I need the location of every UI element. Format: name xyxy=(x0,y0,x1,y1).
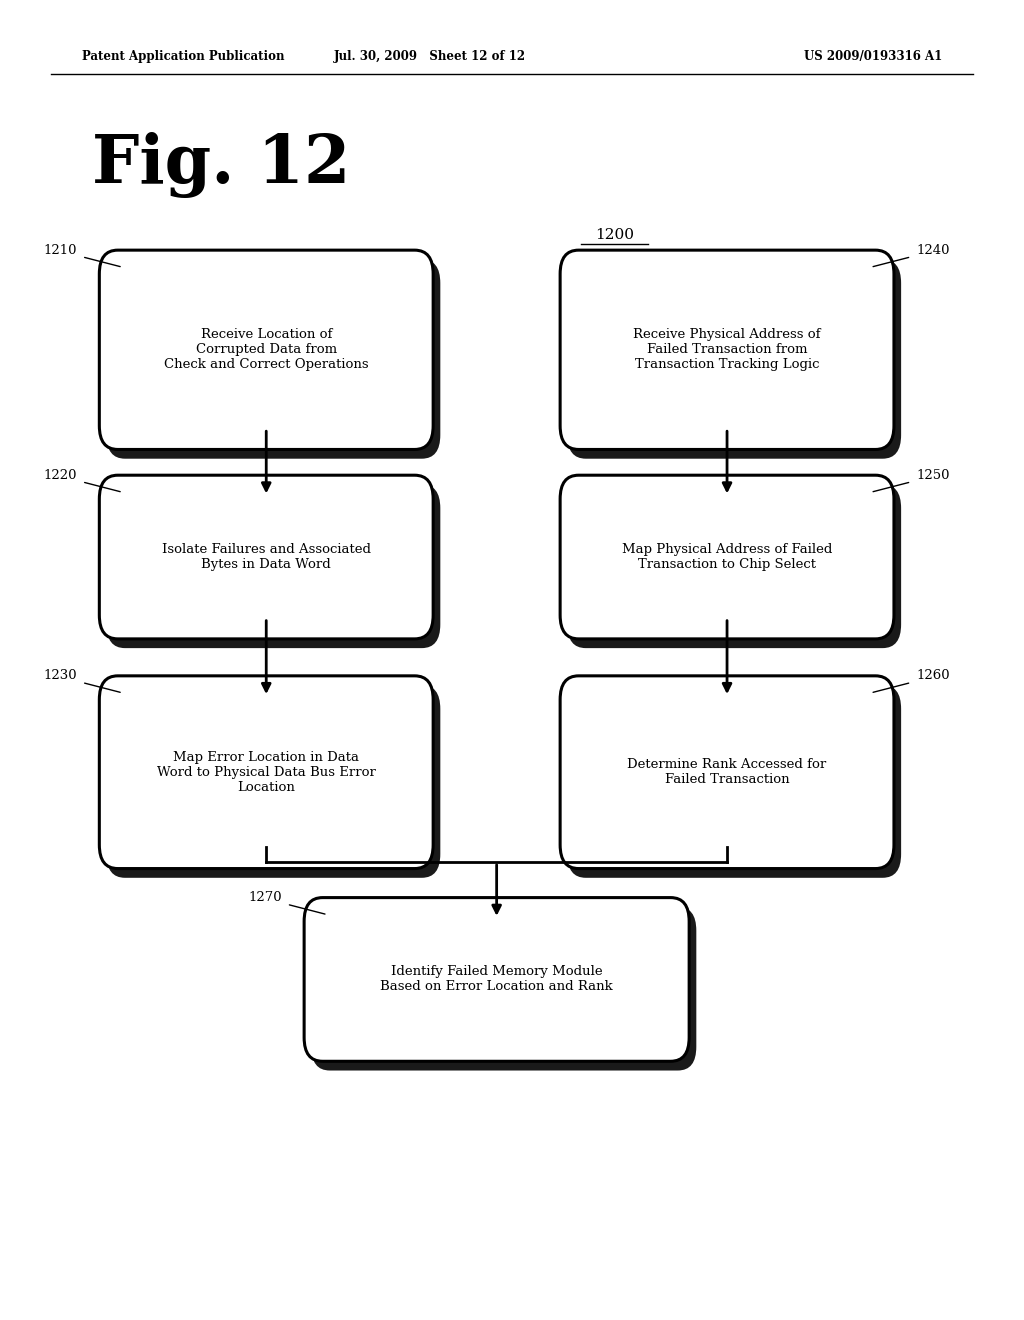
FancyBboxPatch shape xyxy=(304,898,689,1061)
FancyBboxPatch shape xyxy=(99,676,433,869)
Text: Map Error Location in Data
Word to Physical Data Bus Error
Location: Map Error Location in Data Word to Physi… xyxy=(157,751,376,793)
Text: Isolate Failures and Associated
Bytes in Data Word: Isolate Failures and Associated Bytes in… xyxy=(162,543,371,572)
FancyBboxPatch shape xyxy=(106,685,440,878)
Text: 1230: 1230 xyxy=(43,669,77,682)
FancyBboxPatch shape xyxy=(99,475,433,639)
Text: 1260: 1260 xyxy=(916,669,950,682)
Text: Patent Application Publication: Patent Application Publication xyxy=(82,50,285,63)
Text: Jul. 30, 2009   Sheet 12 of 12: Jul. 30, 2009 Sheet 12 of 12 xyxy=(334,50,526,63)
Text: 1220: 1220 xyxy=(43,469,77,482)
Text: Determine Rank Accessed for
Failed Transaction: Determine Rank Accessed for Failed Trans… xyxy=(628,758,826,787)
Text: Receive Location of
Corrupted Data from
Check and Correct Operations: Receive Location of Corrupted Data from … xyxy=(164,329,369,371)
Text: US 2009/0193316 A1: US 2009/0193316 A1 xyxy=(804,50,942,63)
Text: 1210: 1210 xyxy=(43,244,77,256)
FancyBboxPatch shape xyxy=(560,475,894,639)
FancyBboxPatch shape xyxy=(560,251,894,449)
FancyBboxPatch shape xyxy=(99,251,433,449)
FancyBboxPatch shape xyxy=(106,260,440,459)
Text: Identify Failed Memory Module
Based on Error Location and Rank: Identify Failed Memory Module Based on E… xyxy=(380,965,613,994)
FancyBboxPatch shape xyxy=(567,685,901,878)
FancyBboxPatch shape xyxy=(567,484,901,648)
FancyBboxPatch shape xyxy=(106,484,440,648)
Text: 1240: 1240 xyxy=(916,244,950,256)
Text: Map Physical Address of Failed
Transaction to Chip Select: Map Physical Address of Failed Transacti… xyxy=(622,543,833,572)
FancyBboxPatch shape xyxy=(560,676,894,869)
Text: 1250: 1250 xyxy=(916,469,950,482)
Text: 1270: 1270 xyxy=(248,891,282,904)
Text: 1200: 1200 xyxy=(595,228,634,242)
Text: Receive Physical Address of
Failed Transaction from
Transaction Tracking Logic: Receive Physical Address of Failed Trans… xyxy=(633,329,821,371)
FancyBboxPatch shape xyxy=(311,907,696,1071)
FancyBboxPatch shape xyxy=(567,260,901,459)
Text: Fig. 12: Fig. 12 xyxy=(92,132,350,198)
